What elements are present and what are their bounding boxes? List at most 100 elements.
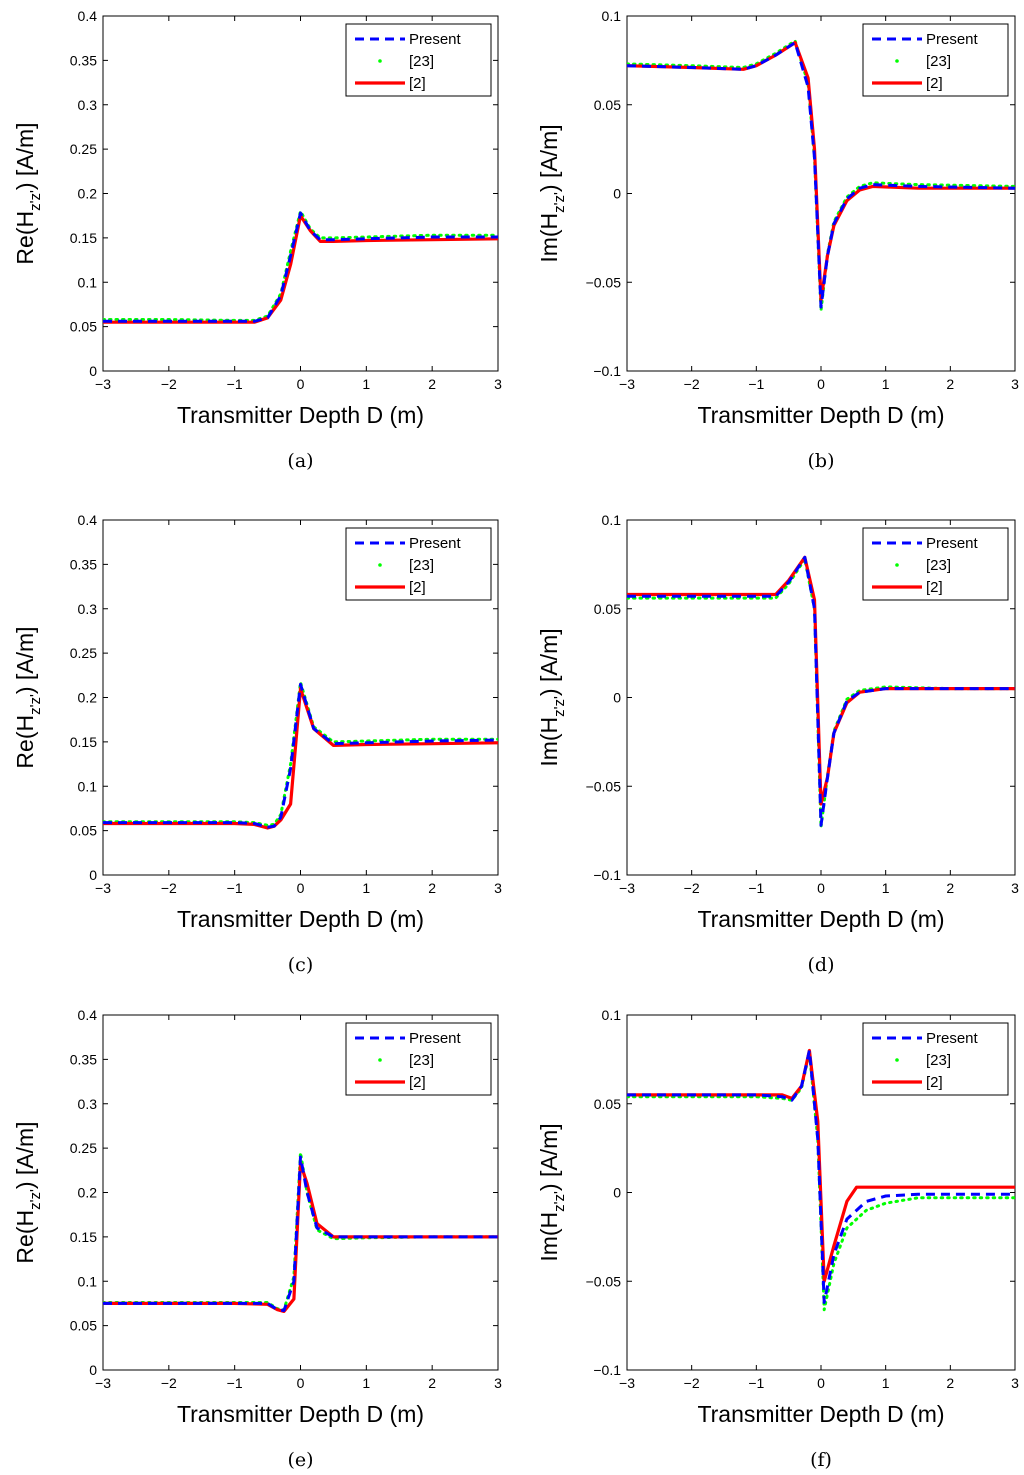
panel-caption: (e) xyxy=(287,1449,313,1471)
y-tick-label: 0.35 xyxy=(70,52,97,68)
y-axis-label: Re(Hz'z') [A/m] xyxy=(12,122,44,264)
legend-swatch xyxy=(378,563,382,567)
y-axis-label: Im(Hz'z') [A/m] xyxy=(536,1123,568,1261)
legend-label: [2] xyxy=(409,1074,426,1091)
series-group xyxy=(103,1151,498,1313)
y-tick-label: 0.2 xyxy=(78,1185,98,1201)
x-tick-label: 3 xyxy=(1011,880,1019,896)
y-tick-label: −0.1 xyxy=(593,363,621,379)
x-tick-label: 0 xyxy=(297,1375,305,1391)
y-axis-label: Im(Hz'z') [A/m] xyxy=(536,124,568,262)
legend-label: [23] xyxy=(926,53,951,70)
y-tick-label: 0.1 xyxy=(78,778,98,794)
panel-caption: (f) xyxy=(810,1449,832,1471)
x-axis-label: Transmitter Depth D (m) xyxy=(697,906,944,932)
y-tick-label: 0.4 xyxy=(78,1007,98,1023)
y-tick-label: −0.1 xyxy=(593,1362,621,1378)
x-tick-label: −1 xyxy=(227,376,243,392)
x-tick-label: 1 xyxy=(362,376,370,392)
y-tick-label: 0.4 xyxy=(78,8,98,24)
legend: Present [23] [2] xyxy=(862,23,1009,97)
y-tick-label: 0.25 xyxy=(70,141,97,157)
y-tick-label: 0.4 xyxy=(78,512,98,528)
x-tick-label: 1 xyxy=(882,880,890,896)
y-tick-label: 0.3 xyxy=(78,97,98,113)
x-axis-label: Transmitter Depth D (m) xyxy=(697,1401,944,1427)
chart-panel-1: −3 −2 −1 0 1 2 3 0 0.05 0.1 0.15 0.2 0.25 0.3 0.35 0.4 P… xyxy=(12,8,502,472)
x-tick-label: 2 xyxy=(428,1375,436,1391)
y-tick-label: 0.35 xyxy=(70,1051,97,1067)
legend-label: [2] xyxy=(926,75,943,92)
series-group xyxy=(103,209,498,324)
legend-label: Present xyxy=(926,31,979,48)
panel-caption: (a) xyxy=(287,450,313,472)
x-tick-label: −3 xyxy=(95,1375,111,1391)
legend-label: [2] xyxy=(409,579,426,596)
y-tick-label: 0.35 xyxy=(70,556,97,572)
x-tick-label: −3 xyxy=(619,1375,635,1391)
legend-swatch xyxy=(895,1058,899,1062)
x-tick-label: 3 xyxy=(494,880,502,896)
x-tick-label: 1 xyxy=(362,880,370,896)
y-tick-label: 0.3 xyxy=(78,601,98,617)
legend-label: Present xyxy=(409,535,462,552)
series-group xyxy=(103,680,498,830)
y-tick-label: 0.05 xyxy=(70,1318,97,1334)
x-tick-label: 3 xyxy=(494,376,502,392)
series-line-present xyxy=(103,1155,498,1312)
x-tick-label: −3 xyxy=(95,376,111,392)
y-tick-label: 0.2 xyxy=(78,186,98,202)
chart-panel-6: −3 −2 −1 0 1 2 3 −0.1 −0.05 0 0.05 0.1 Present [23] [2… xyxy=(536,1007,1019,1471)
series-line-ref2 xyxy=(627,555,1015,806)
x-tick-label: −2 xyxy=(684,880,700,896)
legend-label: Present xyxy=(926,1030,979,1047)
legend-label: [23] xyxy=(926,557,951,574)
x-tick-label: −2 xyxy=(161,880,177,896)
y-tick-label: −0.05 xyxy=(586,778,622,794)
series-group xyxy=(627,39,1015,313)
x-tick-label: 0 xyxy=(297,376,305,392)
legend: Present [23] [2] xyxy=(862,527,1009,601)
x-tick-label: 1 xyxy=(362,1375,370,1391)
y-tick-label: 0.05 xyxy=(594,601,621,617)
x-tick-label: 1 xyxy=(882,1375,890,1391)
series-line-present xyxy=(627,1049,1015,1304)
x-axis-label: Transmitter Depth D (m) xyxy=(697,402,944,428)
x-tick-label: 2 xyxy=(946,376,954,392)
panel-caption: (c) xyxy=(288,954,313,976)
y-tick-label: 0.15 xyxy=(70,734,97,750)
series-line-present xyxy=(627,41,1015,309)
x-tick-label: 0 xyxy=(817,376,825,392)
y-tick-label: 0 xyxy=(89,363,97,379)
y-axis-label: Im(Hz'z') [A/m] xyxy=(536,628,568,766)
legend: Present [23] [2] xyxy=(345,527,492,601)
y-tick-label: −0.05 xyxy=(586,274,622,290)
x-axis-label: Transmitter Depth D (m) xyxy=(177,402,424,428)
legend-label: Present xyxy=(409,1030,462,1047)
y-tick-label: 0.05 xyxy=(594,97,621,113)
y-tick-label: 0.2 xyxy=(78,690,98,706)
legend-label: [2] xyxy=(926,1074,943,1091)
legend: Present [23] [2] xyxy=(345,23,492,97)
x-axis-label: Transmitter Depth D (m) xyxy=(177,906,424,932)
chart-panel-5: −3 −2 −1 0 1 2 3 0 0.05 0.1 0.15 0.2 0.25 0.3 0.35 0.4 P… xyxy=(12,1007,502,1471)
x-tick-label: −2 xyxy=(161,1375,177,1391)
legend-label: [23] xyxy=(926,1052,951,1069)
legend-swatch xyxy=(895,563,899,567)
y-tick-label: 0.25 xyxy=(70,645,97,661)
x-tick-label: 2 xyxy=(428,376,436,392)
x-tick-label: 2 xyxy=(946,1375,954,1391)
y-tick-label: 0.1 xyxy=(78,274,98,290)
y-tick-label: 0.25 xyxy=(70,1140,97,1156)
y-tick-label: 0 xyxy=(613,1185,621,1201)
legend-swatch xyxy=(378,59,382,63)
x-axis-label: Transmitter Depth D (m) xyxy=(177,1401,424,1427)
y-tick-label: 0.05 xyxy=(70,319,97,335)
y-tick-label: 0.05 xyxy=(594,1096,621,1112)
legend-swatch xyxy=(895,59,899,63)
y-tick-label: 0.15 xyxy=(70,1229,97,1245)
x-tick-label: 2 xyxy=(428,880,436,896)
legend: Present [23] [2] xyxy=(862,1022,1009,1096)
y-axis-label: Re(Hz'z') [A/m] xyxy=(12,626,44,768)
